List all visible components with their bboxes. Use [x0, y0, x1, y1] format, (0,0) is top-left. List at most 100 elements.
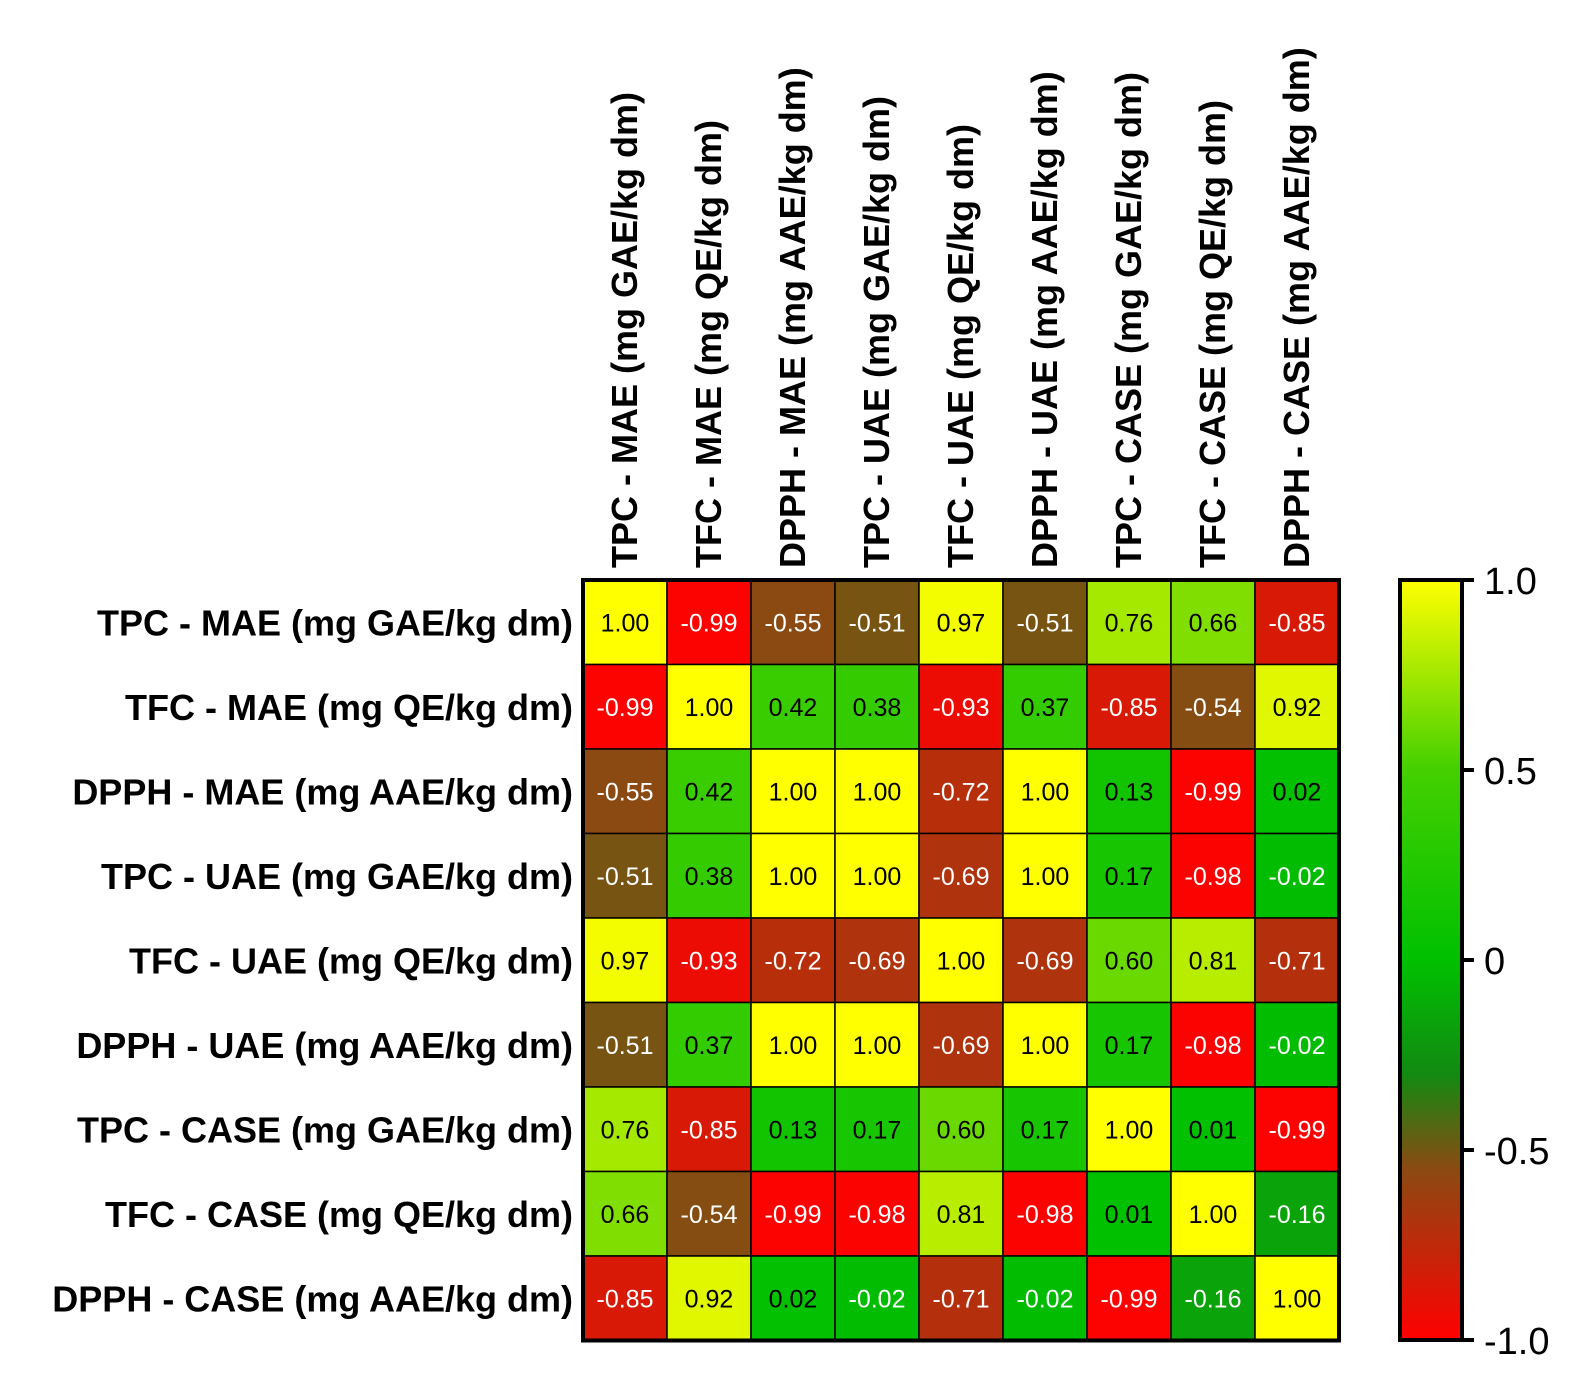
column-label: TFC - CASE (mg QE/kg dm): [1192, 100, 1233, 568]
heatmap-cell: [834, 832, 920, 919]
heatmap-cell: [1086, 1170, 1172, 1257]
heatmap-cell: [1086, 917, 1172, 1004]
cell-value-label: -0.69: [849, 947, 906, 975]
cell-value-label: 0.97: [937, 609, 986, 637]
column-label: TFC - UAE (mg QE/kg dm): [940, 124, 981, 568]
heatmap-cell: [1002, 1255, 1088, 1342]
heatmap-cell: [918, 1170, 1004, 1257]
colorbar-tick-label: -0.5: [1484, 1131, 1549, 1173]
cell-value-label: 1.00: [1021, 863, 1070, 891]
heatmap-cell: [582, 832, 668, 919]
heatmap-cell: [834, 1001, 920, 1088]
cell-value-label: -0.69: [933, 1032, 990, 1060]
colorbar-ticks: 1.0 0.5 0 -0.5 -1.0: [1462, 561, 1549, 1363]
cell-value-label: 0.37: [1021, 694, 1070, 722]
row-label: TFC - CASE (mg QE/kg dm): [105, 1194, 573, 1235]
heatmap-cell: [1254, 917, 1340, 1004]
cell-value-label: -0.69: [1017, 947, 1074, 975]
cell-value-label: 0.42: [685, 778, 734, 806]
cell-value-label: 0.17: [1105, 863, 1154, 891]
row-label: DPPH - UAE (mg AAE/kg dm): [76, 1025, 573, 1066]
heatmap-cell: [750, 748, 836, 835]
cell-value-label: 0.17: [853, 1116, 902, 1144]
cell-value-label: -0.51: [597, 1032, 654, 1060]
cell-value-label: 1.00: [853, 863, 902, 891]
cell-value-label: 0.92: [685, 1285, 734, 1313]
cell-value-label: 0.13: [769, 1116, 818, 1144]
cell-value-label: 1.00: [1021, 778, 1070, 806]
heatmap-cell: [666, 1001, 752, 1088]
heatmap-frame: [581, 578, 1341, 1343]
row-label: TFC - UAE (mg QE/kg dm): [129, 940, 573, 981]
cell-value-label: -0.72: [765, 947, 822, 975]
heatmap-cell: [1002, 1170, 1088, 1257]
cell-value-label: 1.00: [1105, 1116, 1154, 1144]
column-label: TFC - MAE (mg QE/kg dm): [688, 120, 729, 568]
heatmap-cell: [918, 1255, 1004, 1342]
cell-value-label: 0.92: [1273, 694, 1322, 722]
cell-value-label: -0.99: [765, 1201, 822, 1229]
cell-value-label: -0.99: [1185, 778, 1242, 806]
colorbar-tick-label: 0.5: [1484, 751, 1537, 793]
cell-value-label: -0.16: [1269, 1201, 1326, 1229]
heatmap-cell: [918, 1001, 1004, 1088]
cell-value-label: 0.02: [1273, 778, 1322, 806]
cell-value-label: 1.00: [769, 863, 818, 891]
cell-value-label: 0.76: [1105, 609, 1154, 637]
column-label: TPC - CASE (mg GAE/kg dm): [1108, 72, 1149, 568]
heatmap-cell: [1254, 1255, 1340, 1342]
cell-value-label: -0.02: [1269, 1032, 1326, 1060]
heatmap-cell: [1254, 1170, 1340, 1257]
row-label: TPC - CASE (mg GAE/kg dm): [77, 1109, 573, 1150]
heatmap-cell: [1170, 663, 1256, 750]
cell-value-label: 0.38: [685, 863, 734, 891]
cell-value-label: -0.99: [597, 694, 654, 722]
cell-value-label: -0.98: [849, 1201, 906, 1229]
row-label: TPC - MAE (mg GAE/kg dm): [97, 602, 573, 643]
heatmap-cell: [1002, 1001, 1088, 1088]
cell-value-label: -0.85: [681, 1116, 738, 1144]
heatmap-cell: [1170, 579, 1256, 666]
cell-value-label: -0.16: [1185, 1285, 1242, 1313]
heatmap-cell: [750, 663, 836, 750]
cell-value-label: 0.76: [601, 1116, 650, 1144]
cell-value-label: 1.00: [1189, 1201, 1238, 1229]
heatmap-cell: [666, 579, 752, 666]
cell-value-label: 0.37: [685, 1032, 734, 1060]
cell-value-label: 0.01: [1189, 1116, 1238, 1144]
cell-value-label: -0.54: [681, 1201, 738, 1229]
cell-value-label: 0.42: [769, 694, 818, 722]
colorbar-tick-label: -1.0: [1484, 1321, 1549, 1363]
cell-value-label: -0.02: [1017, 1285, 1074, 1313]
cell-value-label: 1.00: [601, 609, 650, 637]
heatmap-cell: [1002, 579, 1088, 666]
heatmap-cell: [750, 917, 836, 1004]
heatmap-cell: [582, 663, 668, 750]
cell-value-label: -0.93: [933, 694, 990, 722]
column-labels: TPC - MAE (mg GAE/kg dm) TFC - MAE (mg QE…: [604, 47, 1317, 568]
cell-value-label: 1.00: [685, 694, 734, 722]
heatmap-cell: [1086, 1255, 1172, 1342]
cell-value-label: -0.98: [1185, 1032, 1242, 1060]
heatmap-cells: 1.00 -0.99 -0.55 -0.51 0.97 -0.51 0.76 0.66 -0.8…: [582, 579, 1340, 1342]
heatmap-cell: [750, 1001, 836, 1088]
column-label: DPPH - UAE (mg AAE/kg dm): [1024, 71, 1065, 568]
colorbar-tick-label: 0: [1484, 941, 1505, 983]
column-label: TPC - MAE (mg GAE/kg dm): [604, 92, 645, 568]
heatmap-cell: [750, 1170, 836, 1257]
heatmap-cell: [1254, 1001, 1340, 1088]
cell-value-label: 1.00: [769, 778, 818, 806]
column-label: TPC - UAE (mg GAE/kg dm): [856, 96, 897, 568]
row-labels: TPC - MAE (mg GAE/kg dm) TFC - MAE (mg QE…: [52, 602, 573, 1319]
cell-value-label: -0.93: [681, 947, 738, 975]
heatmap-cell: [834, 1255, 920, 1342]
cell-value-label: -0.55: [597, 778, 654, 806]
colorbar-tick-label: 1.0: [1484, 561, 1537, 603]
cell-value-label: -0.69: [933, 863, 990, 891]
heatmap-cell: [834, 748, 920, 835]
column-label: DPPH - MAE (mg AAE/kg dm): [772, 67, 813, 568]
cell-value-label: 0.97: [601, 947, 650, 975]
cell-value-label: 0.13: [1105, 778, 1154, 806]
heatmap-cell: [918, 1086, 1004, 1173]
